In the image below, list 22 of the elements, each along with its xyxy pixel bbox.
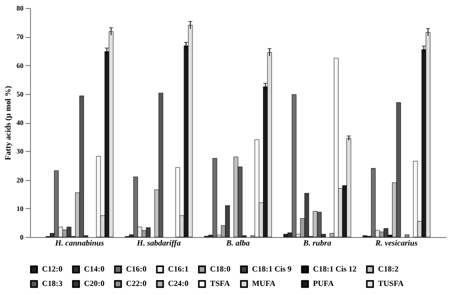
legend-label: C18:3	[42, 279, 62, 288]
y-axis-title: Fatty acids (μ mol %)	[4, 86, 12, 160]
legend-label: C16:1	[168, 264, 188, 274]
legend-label: MUFA	[252, 279, 276, 288]
legend-label: C20:0	[84, 279, 104, 288]
x-tick-label: R. vesicarius	[374, 238, 418, 248]
x-tick-label: B. alba	[225, 238, 250, 248]
legend-label: PUFA	[313, 279, 334, 288]
x-tick-label: H. sabdariffa	[136, 238, 181, 248]
legend-label: C14:0	[84, 264, 104, 274]
x-tick-label: B. rubra	[302, 238, 332, 248]
legend-label: C24:0	[168, 279, 188, 288]
legend-label: TUSFA	[378, 279, 404, 288]
legend-label: C16:0	[126, 264, 146, 274]
legend-label: C18:1 Cis 9	[252, 264, 292, 274]
legend-label: C18:2	[378, 264, 398, 274]
legend-label: C18:0	[210, 264, 230, 274]
legend-label: C22:0	[126, 279, 146, 288]
x-tick-label: H. cannabinus	[54, 238, 104, 248]
legend-label: C12:0	[42, 264, 62, 274]
legend-label: C18:1 Cis 12	[313, 264, 357, 274]
legend-label: TSFA	[210, 279, 230, 288]
